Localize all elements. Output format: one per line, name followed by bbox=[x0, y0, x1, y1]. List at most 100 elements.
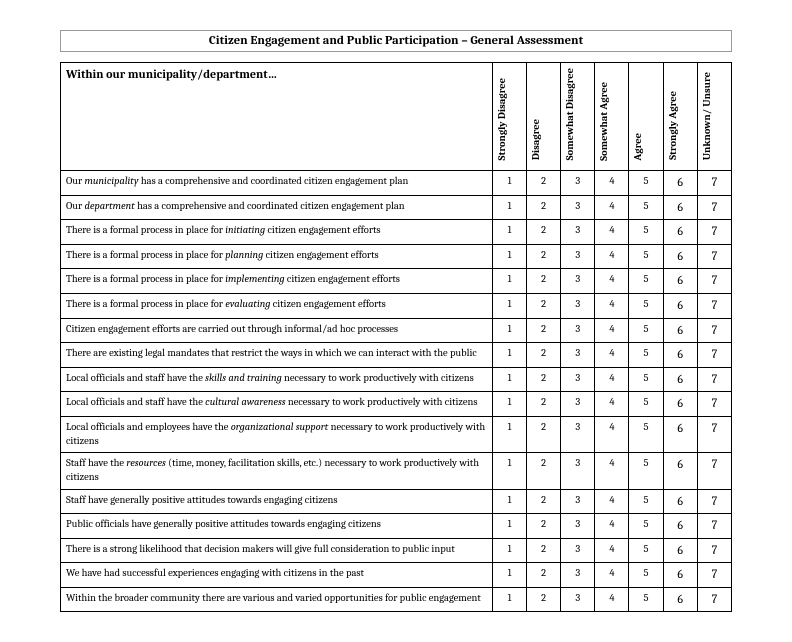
scale-cell[interactable]: 3 bbox=[561, 367, 595, 392]
scale-cell[interactable]: 1 bbox=[492, 220, 526, 245]
scale-cell[interactable]: 4 bbox=[595, 195, 629, 220]
scale-cell[interactable]: 7 bbox=[697, 367, 731, 392]
scale-cell[interactable]: 5 bbox=[629, 563, 663, 588]
scale-cell[interactable]: 7 bbox=[697, 318, 731, 343]
scale-cell[interactable]: 2 bbox=[527, 392, 561, 417]
scale-cell[interactable]: 7 bbox=[697, 453, 731, 489]
scale-cell[interactable]: 7 bbox=[697, 514, 731, 539]
scale-cell[interactable]: 6 bbox=[663, 269, 697, 294]
scale-cell[interactable]: 4 bbox=[595, 367, 629, 392]
scale-cell[interactable]: 1 bbox=[492, 489, 526, 514]
scale-cell[interactable]: 6 bbox=[663, 343, 697, 368]
scale-cell[interactable]: 2 bbox=[527, 587, 561, 612]
scale-cell[interactable]: 1 bbox=[492, 392, 526, 417]
scale-cell[interactable]: 1 bbox=[492, 538, 526, 563]
scale-cell[interactable]: 5 bbox=[629, 318, 663, 343]
scale-cell[interactable]: 3 bbox=[561, 171, 595, 196]
scale-cell[interactable]: 4 bbox=[595, 244, 629, 269]
scale-cell[interactable]: 6 bbox=[663, 489, 697, 514]
scale-cell[interactable]: 5 bbox=[629, 489, 663, 514]
scale-cell[interactable]: 4 bbox=[595, 343, 629, 368]
scale-cell[interactable]: 2 bbox=[527, 538, 561, 563]
scale-cell[interactable]: 6 bbox=[663, 587, 697, 612]
scale-cell[interactable]: 1 bbox=[492, 318, 526, 343]
scale-cell[interactable]: 6 bbox=[663, 293, 697, 318]
scale-cell[interactable]: 3 bbox=[561, 392, 595, 417]
scale-cell[interactable]: 3 bbox=[561, 453, 595, 489]
scale-cell[interactable]: 7 bbox=[697, 489, 731, 514]
scale-cell[interactable]: 2 bbox=[527, 489, 561, 514]
scale-cell[interactable]: 6 bbox=[663, 416, 697, 452]
scale-cell[interactable]: 5 bbox=[629, 244, 663, 269]
scale-cell[interactable]: 3 bbox=[561, 269, 595, 294]
scale-cell[interactable]: 1 bbox=[492, 343, 526, 368]
scale-cell[interactable]: 4 bbox=[595, 171, 629, 196]
scale-cell[interactable]: 6 bbox=[663, 220, 697, 245]
scale-cell[interactable]: 4 bbox=[595, 392, 629, 417]
scale-cell[interactable]: 3 bbox=[561, 318, 595, 343]
scale-cell[interactable]: 6 bbox=[663, 453, 697, 489]
scale-cell[interactable]: 3 bbox=[561, 514, 595, 539]
scale-cell[interactable]: 1 bbox=[492, 195, 526, 220]
scale-cell[interactable]: 3 bbox=[561, 587, 595, 612]
scale-cell[interactable]: 5 bbox=[629, 416, 663, 452]
scale-cell[interactable]: 3 bbox=[561, 489, 595, 514]
scale-cell[interactable]: 2 bbox=[527, 195, 561, 220]
scale-cell[interactable]: 7 bbox=[697, 220, 731, 245]
scale-cell[interactable]: 4 bbox=[595, 453, 629, 489]
scale-cell[interactable]: 2 bbox=[527, 293, 561, 318]
scale-cell[interactable]: 5 bbox=[629, 367, 663, 392]
scale-cell[interactable]: 6 bbox=[663, 244, 697, 269]
scale-cell[interactable]: 5 bbox=[629, 538, 663, 563]
scale-cell[interactable]: 7 bbox=[697, 343, 731, 368]
scale-cell[interactable]: 4 bbox=[595, 563, 629, 588]
scale-cell[interactable]: 1 bbox=[492, 244, 526, 269]
scale-cell[interactable]: 1 bbox=[492, 563, 526, 588]
scale-cell[interactable]: 1 bbox=[492, 171, 526, 196]
scale-cell[interactable]: 3 bbox=[561, 293, 595, 318]
scale-cell[interactable]: 7 bbox=[697, 587, 731, 612]
scale-cell[interactable]: 2 bbox=[527, 367, 561, 392]
scale-cell[interactable]: 6 bbox=[663, 367, 697, 392]
scale-cell[interactable]: 7 bbox=[697, 563, 731, 588]
scale-cell[interactable]: 4 bbox=[595, 318, 629, 343]
scale-cell[interactable]: 5 bbox=[629, 293, 663, 318]
scale-cell[interactable]: 2 bbox=[527, 416, 561, 452]
scale-cell[interactable]: 5 bbox=[629, 587, 663, 612]
scale-cell[interactable]: 3 bbox=[561, 343, 595, 368]
scale-cell[interactable]: 6 bbox=[663, 318, 697, 343]
scale-cell[interactable]: 1 bbox=[492, 416, 526, 452]
scale-cell[interactable]: 1 bbox=[492, 367, 526, 392]
scale-cell[interactable]: 7 bbox=[697, 293, 731, 318]
scale-cell[interactable]: 5 bbox=[629, 453, 663, 489]
scale-cell[interactable]: 2 bbox=[527, 269, 561, 294]
scale-cell[interactable]: 5 bbox=[629, 220, 663, 245]
scale-cell[interactable]: 6 bbox=[663, 171, 697, 196]
scale-cell[interactable]: 6 bbox=[663, 195, 697, 220]
scale-cell[interactable]: 4 bbox=[595, 269, 629, 294]
scale-cell[interactable]: 2 bbox=[527, 220, 561, 245]
scale-cell[interactable]: 3 bbox=[561, 416, 595, 452]
scale-cell[interactable]: 5 bbox=[629, 171, 663, 196]
scale-cell[interactable]: 3 bbox=[561, 244, 595, 269]
scale-cell[interactable]: 7 bbox=[697, 195, 731, 220]
scale-cell[interactable]: 2 bbox=[527, 453, 561, 489]
scale-cell[interactable]: 3 bbox=[561, 220, 595, 245]
scale-cell[interactable]: 7 bbox=[697, 416, 731, 452]
scale-cell[interactable]: 4 bbox=[595, 416, 629, 452]
scale-cell[interactable]: 3 bbox=[561, 195, 595, 220]
scale-cell[interactable]: 6 bbox=[663, 392, 697, 417]
scale-cell[interactable]: 1 bbox=[492, 587, 526, 612]
scale-cell[interactable]: 7 bbox=[697, 538, 731, 563]
scale-cell[interactable]: 6 bbox=[663, 514, 697, 539]
scale-cell[interactable]: 1 bbox=[492, 514, 526, 539]
scale-cell[interactable]: 6 bbox=[663, 563, 697, 588]
scale-cell[interactable]: 2 bbox=[527, 318, 561, 343]
scale-cell[interactable]: 1 bbox=[492, 453, 526, 489]
scale-cell[interactable]: 5 bbox=[629, 195, 663, 220]
scale-cell[interactable]: 1 bbox=[492, 269, 526, 294]
scale-cell[interactable]: 7 bbox=[697, 244, 731, 269]
scale-cell[interactable]: 3 bbox=[561, 563, 595, 588]
scale-cell[interactable]: 2 bbox=[527, 563, 561, 588]
scale-cell[interactable]: 4 bbox=[595, 514, 629, 539]
